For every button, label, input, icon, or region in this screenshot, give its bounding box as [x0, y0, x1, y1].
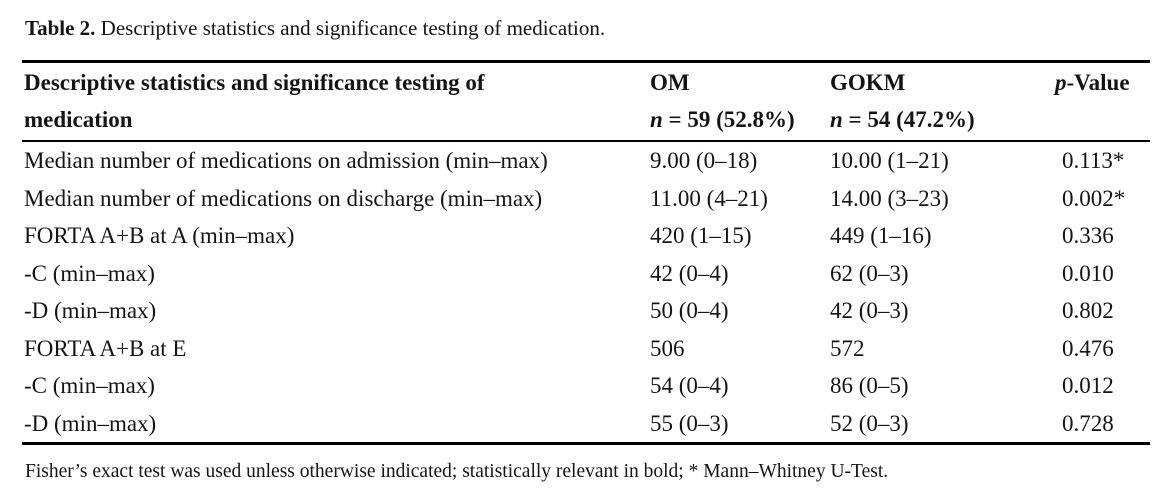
table-row: -C (min–max) 42 (0–4) 62 (0–3) 0.010 — [22, 255, 1150, 293]
row-label-cell: -C (min–max) — [24, 373, 155, 398]
om-sample-size: n = 59 (52.8%) — [650, 107, 795, 132]
om-value-cell: 54 (0–4) — [650, 373, 729, 398]
column-header-descriptive-line2: medication — [24, 107, 133, 132]
gokm-value-cell: 62 (0–3) — [830, 260, 909, 286]
om-value-cell: 9.00 (0–18) — [650, 148, 758, 173]
om-value-cell: 50 (0–4) — [650, 298, 729, 323]
row-label-cell: Median number of medications on admissio… — [24, 148, 548, 173]
om-value-cell: 42 (0–4) — [650, 260, 729, 286]
column-header-gokm: GOKM n = 54 (47.2%) — [828, 61, 1053, 142]
gokm-value-cell: 449 (1–16) — [830, 223, 932, 248]
p-value-cell: 0.012 — [1062, 373, 1114, 398]
table-caption: Table 2. Descriptive statistics and sign… — [22, 13, 1150, 43]
column-header-p-value: p-Value — [1053, 61, 1150, 142]
om-value-cell: 11.00 (4–21) — [650, 185, 768, 211]
gokm-value-cell: 10.00 (1–21) — [830, 148, 949, 173]
table-row: -C (min–max) 54 (0–4) 86 (0–5) 0.012 — [22, 367, 1150, 405]
p-value-cell: 0.728 — [1062, 410, 1114, 436]
table-caption-text: Descriptive statistics and significance … — [95, 16, 606, 40]
column-header-descriptive: Descriptive statistics and significance … — [22, 61, 648, 142]
p-value-cell: 0.802 — [1062, 298, 1114, 323]
gokm-value-cell: 14.00 (3–23) — [830, 185, 949, 211]
gokm-value-cell: 86 (0–5) — [830, 373, 909, 398]
table-row: -D (min–max) 55 (0–3) 52 (0–3) 0.728 — [22, 405, 1150, 444]
row-label-cell: -D (min–max) — [24, 410, 157, 436]
p-value-cell: 0.113* — [1062, 148, 1125, 173]
gokm-group-label: GOKM — [830, 70, 906, 95]
p-value-cell: 0.010 — [1062, 260, 1114, 286]
table-row: FORTA A+B at E 506 572 0.476 — [22, 330, 1150, 368]
om-value-cell: 506 — [650, 335, 685, 361]
table-row: FORTA A+B at A (min–max) 420 (1–15) 449 … — [22, 217, 1150, 255]
om-value-cell: 55 (0–3) — [650, 410, 729, 436]
gokm-value-cell: 572 — [830, 335, 865, 361]
column-header-descriptive-line1: Descriptive statistics and significance … — [24, 70, 485, 95]
table-footnote: Fisher’s exact test was used unless othe… — [25, 461, 889, 482]
p-value-cell: 0.002* — [1062, 185, 1126, 211]
gokm-value-cell: 42 (0–3) — [830, 298, 909, 323]
table-body: Median number of medications on admissio… — [22, 141, 1150, 444]
row-label-cell: -C (min–max) — [24, 260, 155, 286]
p-value-cell: 0.476 — [1062, 335, 1114, 361]
gokm-sample-size: n = 54 (47.2%) — [830, 107, 975, 132]
table-row: Median number of medications on discharg… — [22, 180, 1150, 218]
column-header-om: OM n = 59 (52.8%) — [648, 61, 828, 142]
om-value-cell: 420 (1–15) — [650, 223, 752, 248]
medication-stats-table: Descriptive statistics and significance … — [22, 60, 1150, 445]
table-header: Descriptive statistics and significance … — [22, 61, 1150, 142]
table-row: -D (min–max) 50 (0–4) 42 (0–3) 0.802 — [22, 292, 1150, 330]
p-value-cell: 0.336 — [1062, 223, 1114, 248]
table-caption-label: Table 2. — [25, 16, 96, 40]
row-label-cell: FORTA A+B at E — [24, 335, 187, 361]
row-label-cell: FORTA A+B at A (min–max) — [24, 223, 295, 248]
table-row: Median number of medications on admissio… — [22, 141, 1150, 180]
gokm-value-cell: 52 (0–3) — [830, 410, 909, 436]
row-label-cell: -D (min–max) — [24, 298, 157, 323]
header-row: Descriptive statistics and significance … — [22, 61, 1150, 142]
p-value-label: p-Value — [1055, 70, 1130, 95]
row-label-cell: Median number of medications on discharg… — [24, 185, 543, 211]
om-group-label: OM — [650, 70, 690, 95]
